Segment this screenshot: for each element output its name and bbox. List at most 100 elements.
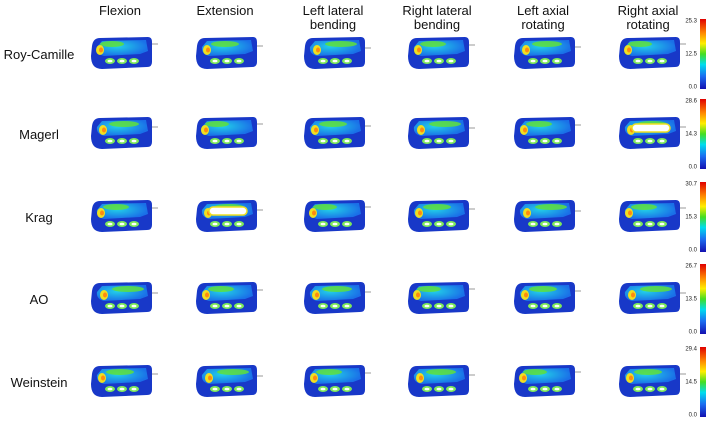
column-header: Flexion [99, 3, 141, 18]
plot-hole [119, 59, 125, 63]
plot-green [429, 121, 461, 127]
plot-green [523, 369, 547, 375]
plot-hole [131, 139, 137, 143]
plot-hot [524, 292, 528, 298]
plot-hot [416, 292, 420, 298]
plot-hole [554, 139, 560, 143]
colorbar [700, 347, 706, 417]
stress-plot [619, 365, 686, 397]
plot-hole [107, 59, 113, 63]
plot-hole [236, 222, 242, 226]
plot-green [535, 204, 567, 210]
plot-hot [313, 375, 317, 381]
plot-hole [212, 304, 218, 308]
plot-hole [647, 222, 653, 226]
plot-hole [542, 304, 548, 308]
plot-hole [224, 304, 230, 308]
plot-hot [627, 47, 631, 53]
plot-hole [554, 59, 560, 63]
plot-hole [107, 139, 113, 143]
plot-hole [424, 139, 430, 143]
plot-green [526, 121, 552, 127]
plot-hole [332, 139, 338, 143]
column-header: Left lateral bending [302, 3, 364, 32]
plot-green [634, 369, 662, 375]
plot-hole [320, 387, 326, 391]
plot-hole [107, 222, 113, 226]
plot-hole [554, 304, 560, 308]
plot-slot [631, 123, 671, 133]
column-header: Right axial rotating [617, 3, 679, 32]
scale-label: 0.0 [689, 330, 698, 336]
scale-label: 0.0 [689, 85, 698, 91]
plot-green [112, 286, 144, 292]
stress-plot [304, 282, 371, 314]
plot-green [109, 121, 139, 127]
row-label: Magerl [19, 127, 59, 142]
stress-plot [408, 282, 475, 314]
plot-hot [629, 375, 633, 381]
plot-hot [315, 292, 319, 298]
plot-hole [119, 222, 125, 226]
plot-hole [542, 59, 548, 63]
plot-hot [99, 47, 103, 53]
plot-hole [224, 222, 230, 226]
row-label: Krag [25, 210, 53, 225]
stress-plot [91, 200, 158, 232]
plot-hole [212, 387, 218, 391]
plot-hole [131, 387, 137, 391]
plot-hot [316, 47, 320, 53]
plot-hot [103, 292, 107, 298]
plot-hole [436, 139, 442, 143]
colorbar [700, 19, 706, 89]
plot-hole [332, 222, 338, 226]
plot-hole [659, 59, 665, 63]
plot-hole [436, 59, 442, 63]
plot-hole [659, 387, 665, 391]
stress-plot [91, 365, 158, 397]
plot-green [322, 286, 352, 292]
plot-hole [647, 387, 653, 391]
plot-hole [635, 387, 641, 391]
plot-hole [344, 222, 350, 226]
plot-hot [628, 210, 632, 216]
plot-green [100, 41, 124, 47]
plot-hole [119, 139, 125, 143]
scale-label: 29.4 [685, 347, 697, 353]
scale-label: 30.7 [685, 182, 697, 188]
plot-hole [131, 59, 137, 63]
plot-hot [100, 210, 104, 216]
plot-hole [344, 59, 350, 63]
stress-plot [91, 37, 158, 69]
plot-hole [320, 222, 326, 226]
plot-hole [647, 139, 653, 143]
scale-label: 14.5 [685, 380, 697, 386]
stress-plot [196, 365, 263, 397]
plot-hole [436, 387, 442, 391]
plot-green [529, 286, 557, 292]
plot-hot [204, 127, 208, 133]
plot-hole [424, 59, 430, 63]
plot-hole [224, 387, 230, 391]
plot-hole [119, 304, 125, 308]
plot-hot [205, 292, 209, 298]
plot-hot [312, 210, 316, 216]
plot-hole [107, 387, 113, 391]
plot-hole [448, 139, 454, 143]
scale-label: 12.5 [685, 52, 697, 58]
colorbar [700, 99, 706, 169]
stress-plot [304, 365, 371, 397]
plot-green [217, 369, 249, 375]
scale-label: 14.3 [685, 132, 697, 138]
plot-hole [320, 139, 326, 143]
plot-hole [131, 304, 137, 308]
plot-hole [436, 222, 442, 226]
plot-green [313, 204, 337, 210]
plot-hole [659, 139, 665, 143]
plot-hole [107, 304, 113, 308]
scale-label: 13.5 [685, 297, 697, 303]
plot-hole [424, 387, 430, 391]
plot-hole [131, 222, 137, 226]
plot-green [103, 204, 129, 210]
row-label: Weinstein [10, 375, 68, 390]
